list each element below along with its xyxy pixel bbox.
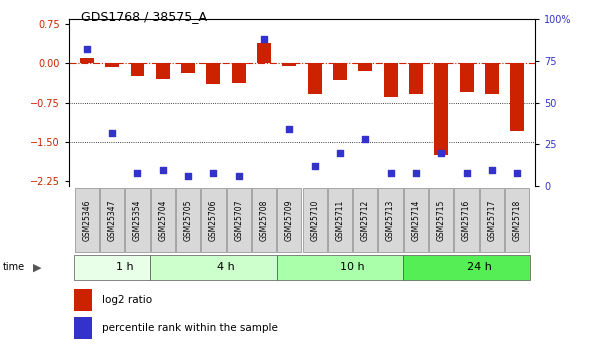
Bar <box>206 63 221 84</box>
FancyBboxPatch shape <box>353 188 377 252</box>
FancyBboxPatch shape <box>100 188 124 252</box>
Text: 10 h: 10 h <box>340 263 365 272</box>
Bar <box>232 63 246 83</box>
FancyBboxPatch shape <box>454 188 478 252</box>
Point <box>259 36 269 42</box>
FancyBboxPatch shape <box>302 188 327 252</box>
Text: GSM25705: GSM25705 <box>183 199 192 241</box>
Text: GSM25710: GSM25710 <box>310 199 319 240</box>
Point <box>284 127 294 132</box>
Point <box>234 174 243 179</box>
Point <box>513 170 522 176</box>
FancyBboxPatch shape <box>276 255 403 280</box>
Text: GSM25706: GSM25706 <box>209 199 218 241</box>
Point <box>361 137 370 142</box>
Point <box>158 167 168 172</box>
FancyBboxPatch shape <box>74 255 150 280</box>
Text: ▶: ▶ <box>33 263 41 272</box>
Text: GSM25708: GSM25708 <box>260 199 269 240</box>
FancyBboxPatch shape <box>480 188 504 252</box>
Point <box>462 170 471 176</box>
Text: GSM25713: GSM25713 <box>386 199 395 240</box>
Text: GSM25716: GSM25716 <box>462 199 471 240</box>
FancyBboxPatch shape <box>75 188 99 252</box>
Bar <box>308 63 322 94</box>
Bar <box>130 63 144 77</box>
Text: GSM25354: GSM25354 <box>133 199 142 241</box>
FancyBboxPatch shape <box>328 188 352 252</box>
Bar <box>510 63 524 131</box>
Bar <box>358 63 372 71</box>
Text: GSM25714: GSM25714 <box>412 199 421 240</box>
Point <box>82 46 91 52</box>
FancyBboxPatch shape <box>176 188 200 252</box>
Bar <box>409 63 423 94</box>
Text: GSM25711: GSM25711 <box>335 199 344 240</box>
Bar <box>333 63 347 80</box>
FancyBboxPatch shape <box>150 255 276 280</box>
Point <box>108 130 117 136</box>
Text: GSM25715: GSM25715 <box>437 199 446 240</box>
Text: GSM25347: GSM25347 <box>108 199 117 241</box>
FancyBboxPatch shape <box>379 188 403 252</box>
FancyBboxPatch shape <box>277 188 302 252</box>
Text: 1 h: 1 h <box>116 263 133 272</box>
Point <box>183 174 193 179</box>
FancyBboxPatch shape <box>227 188 251 252</box>
Text: log2 ratio: log2 ratio <box>102 295 152 305</box>
Text: GSM25709: GSM25709 <box>285 199 294 241</box>
Point <box>411 170 421 176</box>
Text: GDS1768 / 38575_A: GDS1768 / 38575_A <box>81 10 207 23</box>
Point <box>335 150 345 156</box>
Bar <box>156 63 169 79</box>
Text: time: time <box>3 263 25 272</box>
Text: GSM25704: GSM25704 <box>158 199 167 241</box>
Text: percentile rank within the sample: percentile rank within the sample <box>102 323 278 333</box>
Text: GSM25718: GSM25718 <box>513 199 522 240</box>
FancyBboxPatch shape <box>252 188 276 252</box>
Point <box>209 170 218 176</box>
Bar <box>74 289 93 311</box>
Point <box>133 170 142 176</box>
Bar <box>105 63 119 67</box>
FancyBboxPatch shape <box>403 255 530 280</box>
FancyBboxPatch shape <box>429 188 453 252</box>
Bar <box>485 63 499 94</box>
Text: GSM25712: GSM25712 <box>361 199 370 240</box>
Bar <box>257 42 271 63</box>
Point <box>436 150 446 156</box>
FancyBboxPatch shape <box>404 188 428 252</box>
Point <box>310 164 320 169</box>
Text: 24 h: 24 h <box>467 263 492 272</box>
Text: GSM25346: GSM25346 <box>82 199 91 241</box>
Text: 4 h: 4 h <box>217 263 235 272</box>
Bar <box>74 317 93 339</box>
Bar <box>383 63 398 97</box>
Bar <box>282 63 296 66</box>
Point <box>386 170 395 176</box>
Bar <box>460 63 474 92</box>
Bar <box>80 58 94 63</box>
Text: GSM25717: GSM25717 <box>487 199 496 240</box>
FancyBboxPatch shape <box>151 188 175 252</box>
Text: GSM25707: GSM25707 <box>234 199 243 241</box>
FancyBboxPatch shape <box>505 188 529 252</box>
Bar <box>181 63 195 73</box>
FancyBboxPatch shape <box>126 188 150 252</box>
Bar <box>435 63 448 155</box>
FancyBboxPatch shape <box>201 188 225 252</box>
Point <box>487 167 496 172</box>
